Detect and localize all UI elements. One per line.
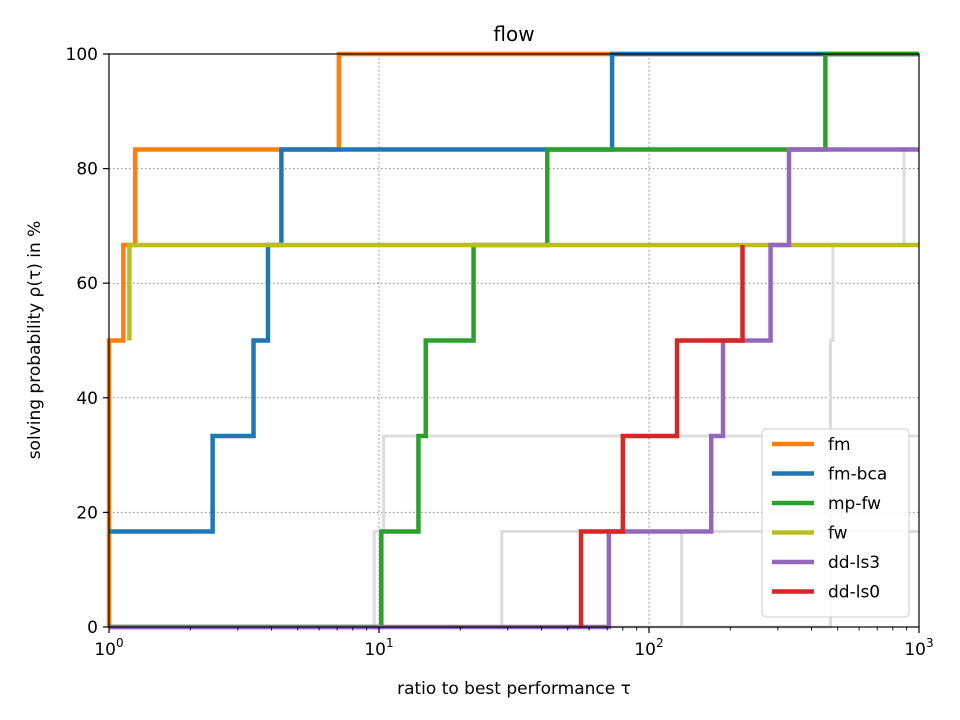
legend-label-fm-bca: fm-bca [828,465,887,485]
series-lines [106,51,919,630]
y-tick-label: 20 [76,503,98,523]
background-series-line [902,148,919,245]
series-line-fw [127,242,919,341]
series-line-dd-ls3 [109,147,919,630]
x-axis-label: ratio to best performance τ [397,679,631,699]
y-tick-label: 100 [66,45,98,65]
legend-label-fw: fw [828,524,848,544]
y-tick-label: 40 [76,389,98,409]
x-tick-label: 100 [94,636,123,660]
series-line-mp-fw [109,51,919,630]
legend-box [761,428,910,618]
x-ticks: 100 101 102 103 [94,627,934,660]
y-ticks: 0 20 40 60 80 100 [66,45,109,638]
x-tick-label: 103 [904,636,933,660]
legend-label-mp-fw: mp-fw [828,494,881,514]
legend-label-fm: fm [828,435,851,455]
legend: fm fm-bca mp-fw fw dd-ls3 dd-ls0 [761,428,910,618]
y-tick-label: 0 [87,618,98,638]
x-tick-label: 102 [634,636,663,660]
series-line-fm-bca [109,51,919,534]
series-line-dd-ls0 [578,244,745,627]
legend-label-dd-ls0: dd-ls0 [828,583,880,603]
y-tick-label: 80 [76,160,98,180]
chart-title: flow [493,22,534,46]
y-axis-label: solving probability ρ(τ) in % [25,221,45,460]
y-tick-label: 60 [76,274,98,294]
legend-label-dd-ls3: dd-ls3 [828,553,880,573]
x-tick-label: 101 [364,636,393,660]
plot-frame [108,53,920,628]
